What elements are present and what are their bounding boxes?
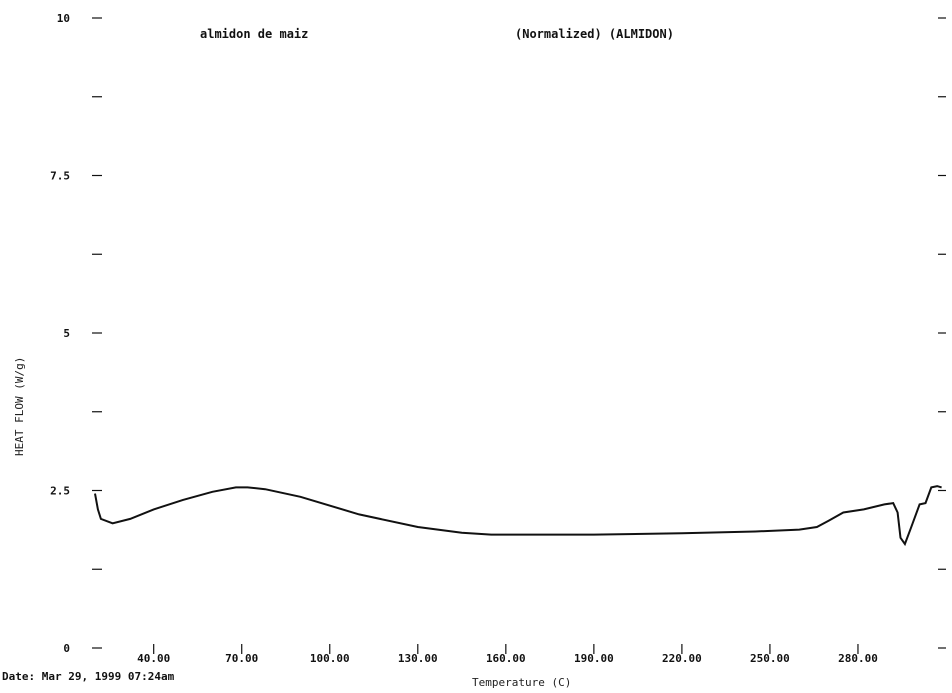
y-axis-label: HEAT FLOW (W/g)	[13, 357, 26, 456]
y-tick-label: 7.5	[50, 170, 70, 183]
y-tick-label: 2.5	[50, 485, 70, 498]
sample-title: almidon de maiz	[200, 27, 308, 41]
date-stamp: Date: Mar 29, 1999 07:24am	[2, 670, 175, 683]
x-tick-label: 280.00	[838, 652, 878, 665]
x-tick-label: 250.00	[750, 652, 790, 665]
mode-title: (Normalized) (ALMIDON)	[515, 27, 674, 41]
tick-labels: 0 2.5 5 7.5 10 40.00 70.00 100.00 130.00 160.00 19…	[50, 12, 878, 665]
x-tick-label: 100.00	[310, 652, 350, 665]
x-tick-label: 40.00	[137, 652, 170, 665]
y-tick-label: 0	[63, 642, 70, 655]
x-tick-label: 70.00	[225, 652, 258, 665]
x-tick-label: 160.00	[486, 652, 526, 665]
y-tick-label: 5	[63, 327, 70, 340]
x-tick-label: 130.00	[398, 652, 438, 665]
x-tick-label: 190.00	[574, 652, 614, 665]
series-line	[94, 485, 942, 547]
tick-marks	[92, 17, 946, 654]
x-axis-label: Temperature (C)	[472, 676, 571, 689]
x-tick-label: 220.00	[662, 652, 702, 665]
y-tick-label: 10	[57, 12, 70, 25]
